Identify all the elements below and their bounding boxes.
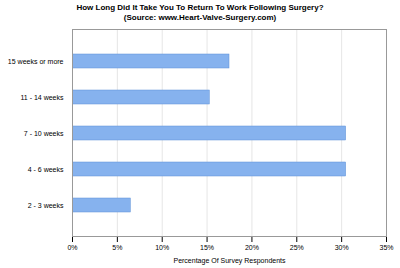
svg-text:25%: 25% — [290, 244, 304, 251]
svg-text:15 weeks or more: 15 weeks or more — [8, 58, 64, 65]
svg-text:11 - 14 weeks: 11 - 14 weeks — [20, 94, 64, 101]
html-text:How Long Did It Take You To Re: How Long Did It Take You To Return To Wo… — [76, 3, 324, 12]
svg-text:2 - 3 weeks: 2 - 3 weeks — [28, 202, 64, 209]
svg-text:0%: 0% — [67, 244, 77, 251]
svg-text:7 - 10 weeks: 7 - 10 weeks — [24, 130, 64, 137]
svg-text:10%: 10% — [155, 244, 169, 251]
svg-text:5%: 5% — [112, 244, 122, 251]
svg-text:15%: 15% — [200, 244, 214, 251]
svg-text:30%: 30% — [335, 244, 349, 251]
svg-text:20%: 20% — [245, 244, 259, 251]
svg-text:Percentage Of Survey Responden: Percentage Of Survey Respondents — [173, 257, 286, 265]
svg-text:4 - 6 weeks: 4 - 6 weeks — [28, 166, 64, 173]
svg-text:35%: 35% — [379, 244, 393, 251]
html-text:(Source: www.Heart-Valve-Surge: (Source: www.Heart-Valve-Surgery.com) — [123, 13, 277, 22]
